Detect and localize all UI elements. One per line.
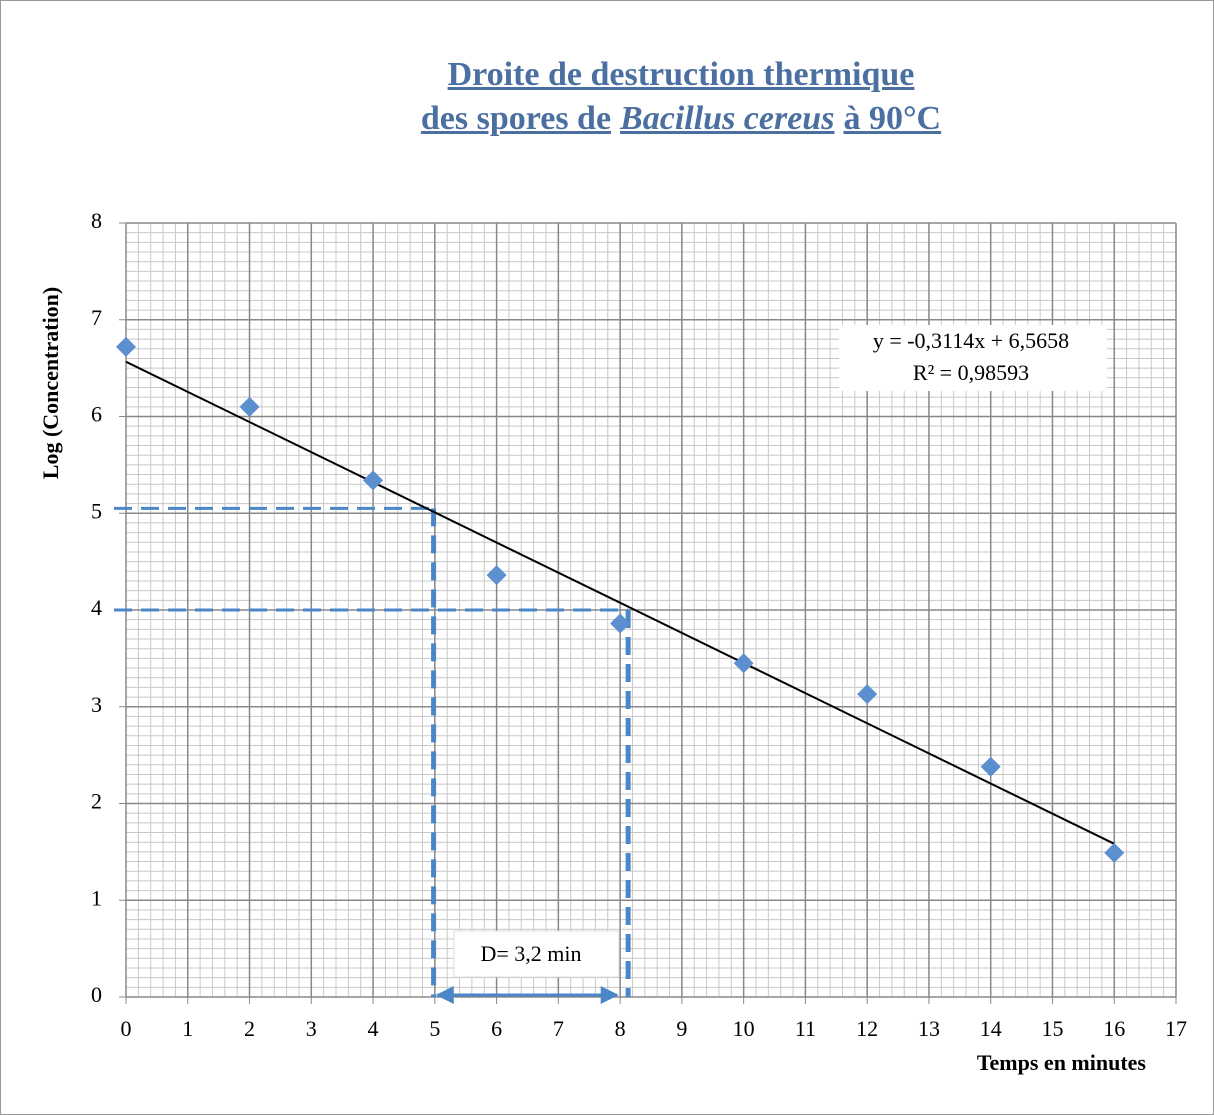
point — [239, 396, 260, 417]
point — [363, 470, 384, 491]
y-tick-label: 8 — [91, 208, 102, 233]
x-tick-label: 17 — [1165, 1016, 1187, 1041]
y-tick-label: 1 — [91, 885, 102, 910]
trendline — [125, 360, 1115, 845]
x-tick-label: 0 — [121, 1016, 132, 1041]
x-tick-label: 2 — [244, 1016, 255, 1041]
point — [1104, 842, 1125, 863]
title-line: des spores de Bacillus cereus à 90°C — [1, 97, 1213, 141]
x-tick-label: 12 — [856, 1016, 878, 1041]
y-tick-label: 6 — [91, 402, 102, 427]
title-part: Bacillus cereus — [620, 100, 835, 137]
point — [610, 613, 631, 634]
x-tick-label: 11 — [795, 1016, 816, 1041]
title-part: à 90°C — [843, 100, 942, 137]
x-tick-label: 8 — [615, 1016, 626, 1041]
x-tick-label: 14 — [980, 1016, 1002, 1041]
y-tick-label: 7 — [91, 305, 102, 330]
y-tick-label: 3 — [91, 692, 102, 717]
x-tick-label: 15 — [1041, 1016, 1063, 1041]
x-tick-label: 10 — [733, 1016, 755, 1041]
r-squared: R² = 0,98593 — [913, 360, 1029, 385]
equation-box — [839, 325, 1107, 391]
x-tick-label: 7 — [553, 1016, 564, 1041]
y-tick-label: 0 — [91, 982, 102, 1007]
chart-title: Droite de destruction thermique des spor… — [1, 53, 1213, 141]
x-tick-label: 1 — [182, 1016, 193, 1041]
x-tick-label: 5 — [429, 1016, 440, 1041]
equation: y = -0,3114x + 6,5658 — [873, 328, 1069, 353]
point — [980, 756, 1001, 777]
x-axis-label: Temps en minutes — [977, 1050, 1147, 1075]
x-tick-label: 9 — [676, 1016, 687, 1041]
x-tick-label: 3 — [306, 1016, 317, 1041]
point — [486, 565, 507, 586]
y-tick-label: 5 — [91, 498, 102, 523]
x-tick-label: 4 — [368, 1016, 379, 1041]
d-label-box — [453, 930, 620, 978]
point — [857, 684, 878, 705]
x-tick-label: 16 — [1103, 1016, 1125, 1041]
x-tick-label: 13 — [918, 1016, 940, 1041]
y-axis-label: Log (Concentration) — [38, 287, 63, 479]
title-line: Droite de destruction thermique — [447, 56, 915, 93]
x-tick-label: 6 — [491, 1016, 502, 1041]
point — [116, 336, 136, 357]
y-tick-label: 4 — [91, 595, 102, 620]
y-tick-label: 2 — [91, 789, 102, 814]
title-part: des spores de — [420, 100, 612, 137]
point — [733, 653, 754, 674]
d-label: D= 3,2 min — [480, 941, 581, 966]
